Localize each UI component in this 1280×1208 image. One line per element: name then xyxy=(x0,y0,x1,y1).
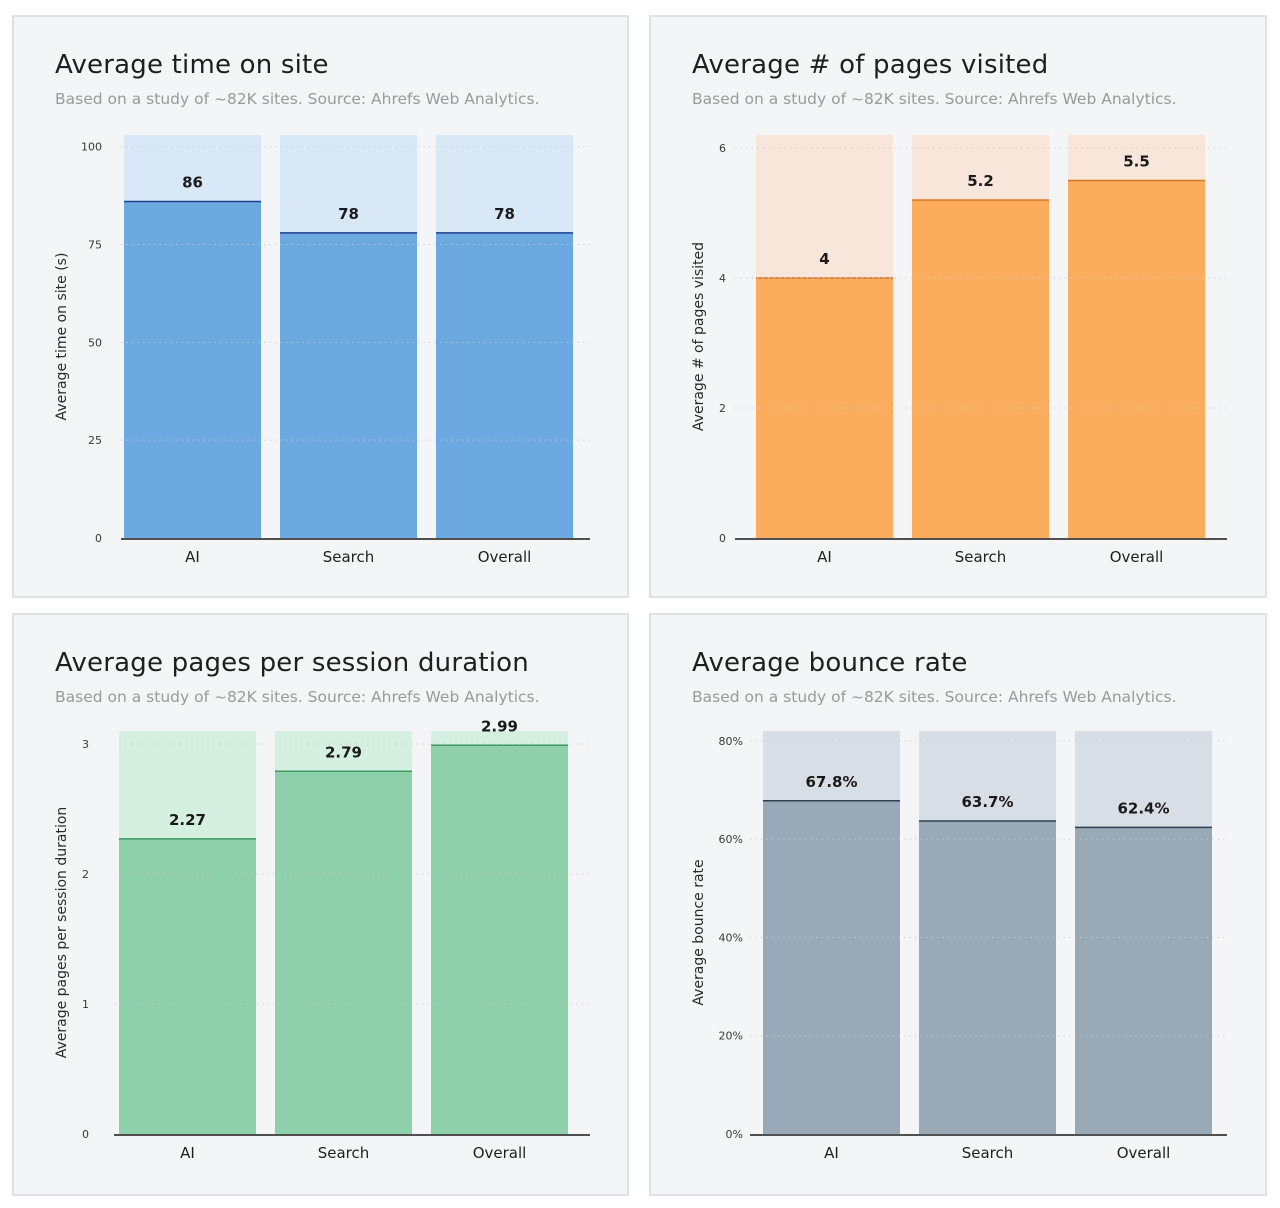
bar xyxy=(763,800,900,1134)
y-tick-label: 0 xyxy=(95,532,102,545)
x-category-label: Overall xyxy=(1117,1144,1171,1162)
data-label: 78 xyxy=(494,205,515,223)
y-axis-label: Average # of pages visited xyxy=(691,242,707,431)
x-category-label: Search xyxy=(323,548,375,566)
y-tick-label: 6 xyxy=(719,142,726,155)
data-label: 63.7% xyxy=(961,793,1013,811)
y-axis-label: Average pages per session duration xyxy=(54,807,70,1059)
y-tick-label: 75 xyxy=(88,239,102,252)
chart-subtitle: Based on a study of ~82K sites. Source: … xyxy=(55,688,540,706)
data-label: 62.4% xyxy=(1117,799,1169,817)
data-label: 5.5 xyxy=(1123,153,1150,171)
y-tick-label: 40% xyxy=(719,931,743,944)
chart-panel-pages-per-session: Average pages per session duration Based… xyxy=(12,613,629,1196)
y-axis-label: Average time on site (s) xyxy=(54,253,70,421)
bar xyxy=(912,200,1049,538)
data-label: 4 xyxy=(819,250,829,268)
chart-subtitle: Based on a study of ~82K sites. Source: … xyxy=(55,90,540,108)
chart-title: Average # of pages visited xyxy=(692,50,1049,80)
bar-chart-pages-per-session: 0 1 2 3 AI Search Overall 2.27 2.79 2.99 Average p… xyxy=(54,717,590,1162)
y-axis-label: Average bounce rate xyxy=(691,859,707,1005)
data-label: 67.8% xyxy=(805,773,857,791)
y-tick-label: 50 xyxy=(88,336,102,349)
bar xyxy=(1075,827,1212,1134)
x-category-label: Search xyxy=(318,1144,370,1162)
y-tick-label: 25 xyxy=(88,434,102,447)
y-tick-label: 2 xyxy=(82,868,89,881)
x-category-label: Overall xyxy=(478,548,532,566)
bar-chart-bounce-rate: 0% 20% 40% 60% 80% AI Search Overall 67.8% 63.7% 6… xyxy=(691,731,1227,1162)
chart-subtitle: Based on a study of ~82K sites. Source: … xyxy=(692,90,1177,108)
x-category-label: AI xyxy=(824,1144,839,1162)
y-tick-label: 4 xyxy=(719,272,726,285)
bar-chart-pages-visited: 0 2 4 6 AI Search Overall 4 5.2 5.5 Average # of p… xyxy=(691,135,1227,566)
chart-panel-bounce-rate: Average bounce rate Based on a study of … xyxy=(649,613,1267,1196)
bar xyxy=(275,771,412,1134)
chart-subtitle: Based on a study of ~82K sites. Source: … xyxy=(692,688,1177,706)
x-category-label: AI xyxy=(180,1144,195,1162)
y-tick-label: 100 xyxy=(81,141,102,154)
x-category-label: Overall xyxy=(1110,548,1164,566)
y-tick-label: 3 xyxy=(82,738,89,751)
data-label: 78 xyxy=(338,205,359,223)
bar xyxy=(1068,180,1205,538)
x-category-label: AI xyxy=(817,548,832,566)
bar xyxy=(124,201,261,538)
data-label: 2.99 xyxy=(481,717,518,735)
y-tick-label: 0% xyxy=(726,1128,743,1141)
chart-panel-time-on-site: Average time on site Based on a study of… xyxy=(12,15,629,598)
y-tick-label: 1 xyxy=(82,998,89,1011)
data-label: 86 xyxy=(182,174,203,192)
y-tick-label: 2 xyxy=(719,402,726,415)
chart-title: Average pages per session duration xyxy=(55,648,529,678)
y-tick-label: 0 xyxy=(82,1128,89,1141)
chart-panel-pages-visited: Average # of pages visited Based on a st… xyxy=(649,15,1267,598)
bar xyxy=(919,820,1056,1134)
x-category-label: Search xyxy=(955,548,1007,566)
data-label: 5.2 xyxy=(967,172,994,190)
bar xyxy=(436,232,573,538)
x-category-label: Search xyxy=(962,1144,1014,1162)
bar-chart-time-on-site: 0 25 50 75 100 AI Search Overall 86 78 78 Average t… xyxy=(54,135,590,566)
bar xyxy=(119,838,256,1134)
chart-title: Average time on site xyxy=(55,50,329,80)
bar xyxy=(280,232,417,538)
data-label: 2.79 xyxy=(325,743,362,761)
bar xyxy=(431,745,568,1134)
y-tick-label: 80% xyxy=(719,735,743,748)
chart-title: Average bounce rate xyxy=(692,648,968,678)
x-category-label: Overall xyxy=(473,1144,527,1162)
y-tick-label: 0 xyxy=(719,532,726,545)
y-tick-label: 60% xyxy=(719,833,743,846)
x-category-label: AI xyxy=(185,548,200,566)
y-tick-label: 20% xyxy=(719,1030,743,1043)
data-label: 2.27 xyxy=(169,811,206,829)
